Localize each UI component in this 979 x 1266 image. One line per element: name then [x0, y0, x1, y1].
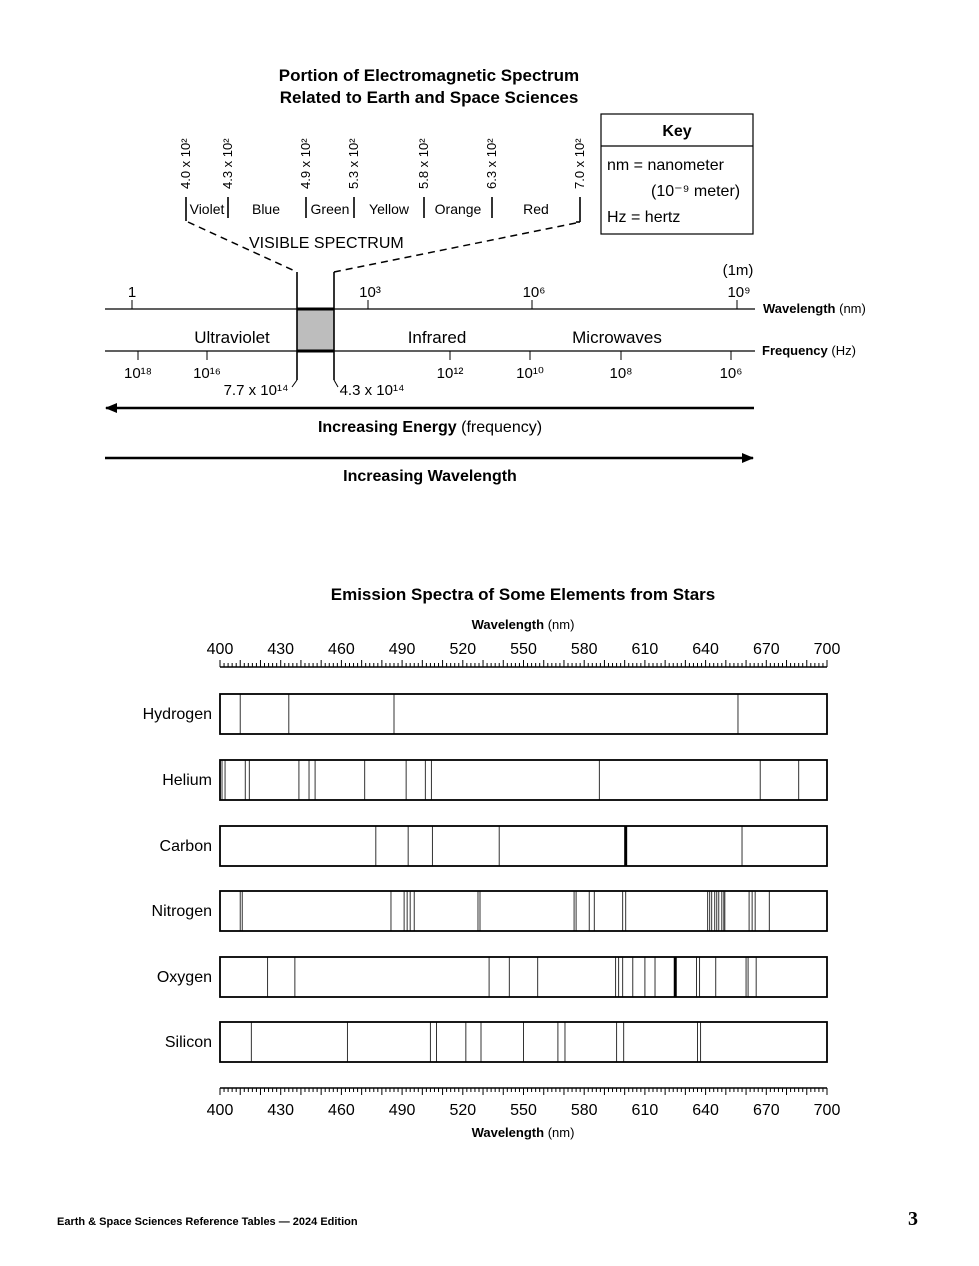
wavelength-tick-label: 670 [753, 641, 780, 658]
key-title: Key [662, 123, 691, 140]
wavelength-tick-label: 670 [753, 1102, 780, 1119]
spectrum-row-helium: Helium [162, 759, 828, 801]
page-number: 3 [908, 1208, 918, 1230]
spectrum-box [219, 1021, 828, 1063]
wavelength-tick-label: 610 [632, 641, 659, 658]
element-name: Helium [162, 772, 212, 789]
spectrum-row-oxygen: Oxygen [157, 956, 828, 998]
wavelength-tick-label: 430 [267, 1102, 294, 1119]
region-infrared: Infrared [408, 328, 467, 347]
spectrum-row-silicon: Silicon [165, 1021, 828, 1063]
one-meter-label: (1m) [723, 262, 754, 279]
frequency-ticks: 10¹⁸ 10¹⁶ 10¹² 10¹⁰ 10⁸ 10⁶ 7.7 x 10¹⁴ 4… [124, 365, 742, 399]
boundary-label: 5.8 x 10² [416, 138, 431, 189]
element-name: Hydrogen [143, 706, 212, 723]
wavelength-tick-label: 460 [328, 1102, 355, 1119]
spectrum-box [219, 759, 828, 801]
wavelength-ticks: 1 10³ 10⁶ 10⁹ (1m) [128, 262, 754, 301]
visible-expansion-lines [187, 221, 577, 273]
boundary-label: 4.0 x 10² [178, 138, 193, 189]
wavelength-tick-label: 700 [814, 1102, 841, 1119]
region-ultraviolet: Ultraviolet [194, 328, 270, 347]
key-hz: Hz = hertz [607, 209, 680, 226]
visible-boundaries: 4.0 x 10² 4.3 x 10² 4.9 x 10² 5.3 x 10² … [178, 138, 587, 189]
color-green: Green [311, 201, 350, 217]
freq-tick: 10⁸ [609, 365, 632, 382]
region-microwaves: Microwaves [572, 328, 662, 347]
spectrum-row-carbon: Carbon [160, 825, 828, 867]
wavelength-tick-label: 520 [449, 1102, 476, 1119]
wavelength-tick-label: 580 [571, 641, 598, 658]
wavelength-tick-label: 490 [389, 641, 416, 658]
key-nm: nm = nanometer [607, 157, 725, 174]
boundary-label: 7.0 x 10² [572, 138, 587, 189]
wavelength-tick-label: 700 [814, 641, 841, 658]
emission-bottom-axis-label: Wavelength (nm) [472, 1125, 575, 1140]
em-title-line1: Portion of Electromagnetic Spectrum [279, 66, 579, 85]
emission-title: Emission Spectra of Some Elements from S… [331, 585, 716, 604]
emission-top-axis-label: Wavelength (nm) [472, 617, 575, 632]
spectrum-box [219, 693, 828, 735]
wavelength-tick-label: 580 [571, 1102, 598, 1119]
color-red: Red [523, 201, 549, 217]
wavelength-tick-label: 610 [632, 1102, 659, 1119]
spectrum-row-nitrogen: Nitrogen [152, 890, 828, 932]
wavelength-tick-label: 640 [692, 1102, 719, 1119]
spectrum-box [219, 956, 828, 998]
boundary-label: 6.3 x 10² [484, 138, 499, 189]
spectrum-row-hydrogen: Hydrogen [143, 693, 828, 735]
color-orange: Orange [435, 201, 482, 217]
wl-tick: 1 [128, 284, 136, 301]
frequency-axis-label: Frequency (Hz) [762, 343, 856, 358]
em-title-line2: Related to Earth and Space Sciences [280, 88, 579, 107]
wavelength-tick-label: 550 [510, 1102, 537, 1119]
wavelength-tick-label: 640 [692, 641, 719, 658]
element-name: Silicon [165, 1034, 212, 1051]
wavelength-tick-label: 460 [328, 641, 355, 658]
wavelength-tick-label: 430 [267, 641, 294, 658]
boundary-label: 5.3 x 10² [346, 138, 361, 189]
freq-tick: 10¹⁸ [124, 365, 152, 382]
footer-text: Earth & Space Sciences Reference Tables … [57, 1216, 358, 1228]
color-blue: Blue [252, 201, 280, 217]
visible-freq-low: 4.3 x 10¹⁴ [340, 382, 405, 399]
spectrum-box [219, 890, 828, 932]
spectrum-axes [105, 272, 755, 388]
wavelength-tick-label: 490 [389, 1102, 416, 1119]
visible-freq-high: 7.7 x 10¹⁴ [224, 382, 289, 399]
color-band-dividers [185, 197, 581, 223]
element-name: Oxygen [157, 969, 212, 986]
element-name: Carbon [160, 838, 212, 855]
emission-rulers: 400 430 460 490 520 550 580 610 640 670 700 400 430 4… [207, 641, 841, 1119]
freq-tick: 10¹² [437, 365, 464, 382]
color-labels: Violet Blue Green Yellow Orange Red [190, 201, 549, 217]
energy-label: Increasing Energy (frequency) [318, 419, 542, 436]
element-name: Nitrogen [152, 903, 212, 920]
boundary-label: 4.3 x 10² [220, 138, 235, 189]
increasing-wavelength-label: Increasing Wavelength [343, 468, 517, 485]
key-box: Key nm = nanometer (10⁻⁹ meter) Hz = her… [600, 113, 754, 235]
freq-tick: 10⁶ [720, 365, 743, 382]
visible-spectrum-label: VISIBLE SPECTRUM [249, 235, 404, 252]
color-yellow: Yellow [369, 201, 410, 217]
wavelength-tick-label: 550 [510, 641, 537, 658]
wavelength-tick-label: 400 [207, 1102, 234, 1119]
wavelength-axis-label: Wavelength (nm) [763, 301, 866, 316]
wl-tick: 10⁶ [523, 284, 546, 301]
spectrum-box [219, 825, 828, 867]
emission-rows: Hydrogen Helium Carbon Nitrogen Oxygen Silico… [143, 693, 828, 1063]
freq-tick: 10¹⁰ [516, 365, 544, 382]
wl-tick: 10⁹ [727, 284, 750, 301]
boundary-label: 4.9 x 10² [298, 138, 313, 189]
wl-tick: 10³ [359, 284, 381, 301]
wavelength-tick-label: 520 [449, 641, 476, 658]
freq-tick: 10¹⁶ [193, 365, 221, 382]
region-labels: Ultraviolet Infrared Microwaves [194, 328, 662, 347]
wavelength-tick-label: 400 [207, 641, 234, 658]
visible-band [297, 309, 334, 351]
key-nm-meter: (10⁻⁹ meter) [651, 183, 740, 200]
color-violet: Violet [190, 201, 225, 217]
